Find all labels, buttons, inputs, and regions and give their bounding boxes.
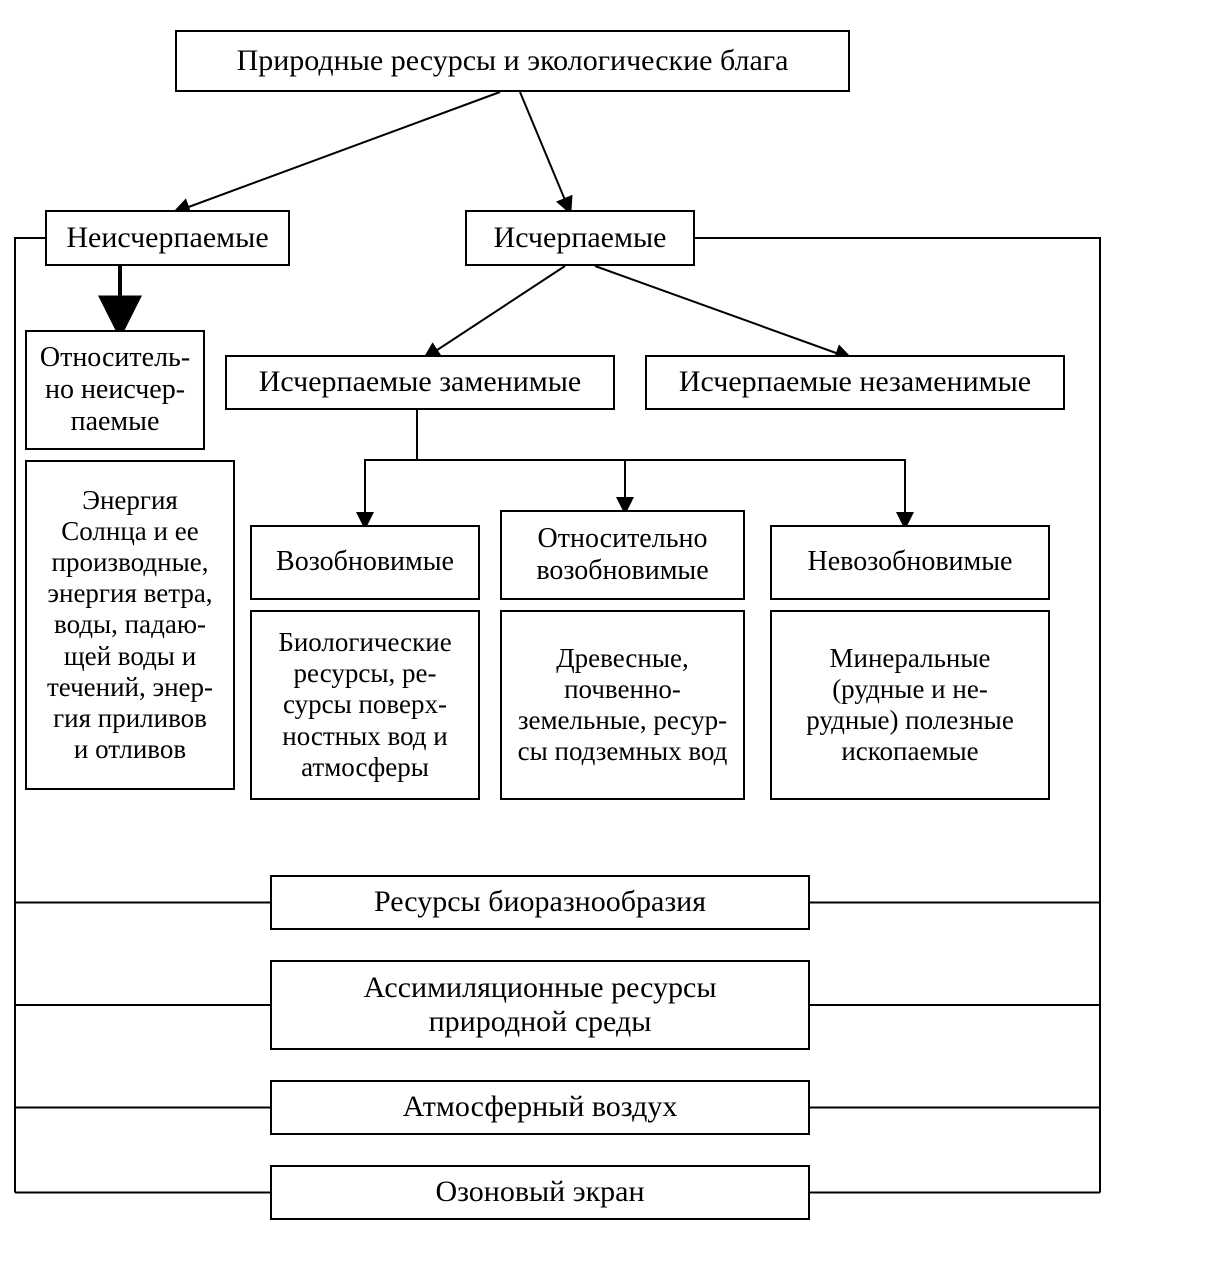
- node-label: Исчерпаемые незаменимые: [679, 365, 1031, 400]
- node-root: Природные ресурсы и экологические блага: [175, 30, 850, 92]
- node-label: Ресурсы биоразнообразия: [374, 885, 706, 920]
- node-label: Древесные, почвенно- земельные, ресур- с…: [518, 643, 728, 767]
- node-relatively-renewable: Относительно возобновимые: [500, 510, 745, 600]
- node-label: Атмосферный воздух: [403, 1090, 678, 1125]
- node-biodiversity: Ресурсы биоразнообразия: [270, 875, 810, 930]
- diagram-canvas: Природные ресурсы и экологические блага …: [0, 0, 1217, 1264]
- node-label: Возобновимые: [276, 546, 454, 578]
- node-nonrenewable-examples: Минеральные (рудные и не- рудные) полезн…: [770, 610, 1050, 800]
- node-air: Атмосферный воздух: [270, 1080, 810, 1135]
- node-label: Минеральные (рудные и не- рудные) полезн…: [806, 643, 1014, 767]
- node-label: Энергия Солнца и ее производные, энергия…: [47, 485, 213, 764]
- node-label: Исчерпаемые: [494, 221, 667, 256]
- node-relatively-renewable-examples: Древесные, почвенно- земельные, ресур- с…: [500, 610, 745, 800]
- node-renewable-examples: Биологические ресурсы, ре- сурсы поверх-…: [250, 610, 480, 800]
- node-exhaustible-irreplaceable: Исчерпаемые незаменимые: [645, 355, 1065, 410]
- node-exhaustible: Исчерпаемые: [465, 210, 695, 266]
- node-exhaustible-replaceable: Исчерпаемые заменимые: [225, 355, 615, 410]
- node-nonrenewable: Невозобновимые: [770, 525, 1050, 600]
- node-inexhaustible-examples: Энергия Солнца и ее производные, энергия…: [25, 460, 235, 790]
- node-ozone: Озоновый экран: [270, 1165, 810, 1220]
- node-label: Природные ресурсы и экологические блага: [237, 44, 789, 79]
- node-relatively-inexhaustible: Относитель- но неисчер- паемые: [25, 330, 205, 450]
- node-label: Ассимиляционные ресурсы природной среды: [363, 971, 716, 1040]
- node-label: Биологические ресурсы, ре- сурсы поверх-…: [278, 627, 451, 782]
- node-label: Озоновый экран: [435, 1175, 644, 1210]
- node-label: Исчерпаемые заменимые: [259, 365, 581, 400]
- node-inexhaustible: Неисчерпаемые: [45, 210, 290, 266]
- node-label: Невозобновимые: [808, 546, 1013, 578]
- node-label: Относитель- но неисчер- паемые: [40, 342, 190, 439]
- node-label: Неисчерпаемые: [66, 221, 268, 256]
- node-assimilation: Ассимиляционные ресурсы природной среды: [270, 960, 810, 1050]
- node-label: Относительно возобновимые: [536, 523, 708, 587]
- node-renewable: Возобновимые: [250, 525, 480, 600]
